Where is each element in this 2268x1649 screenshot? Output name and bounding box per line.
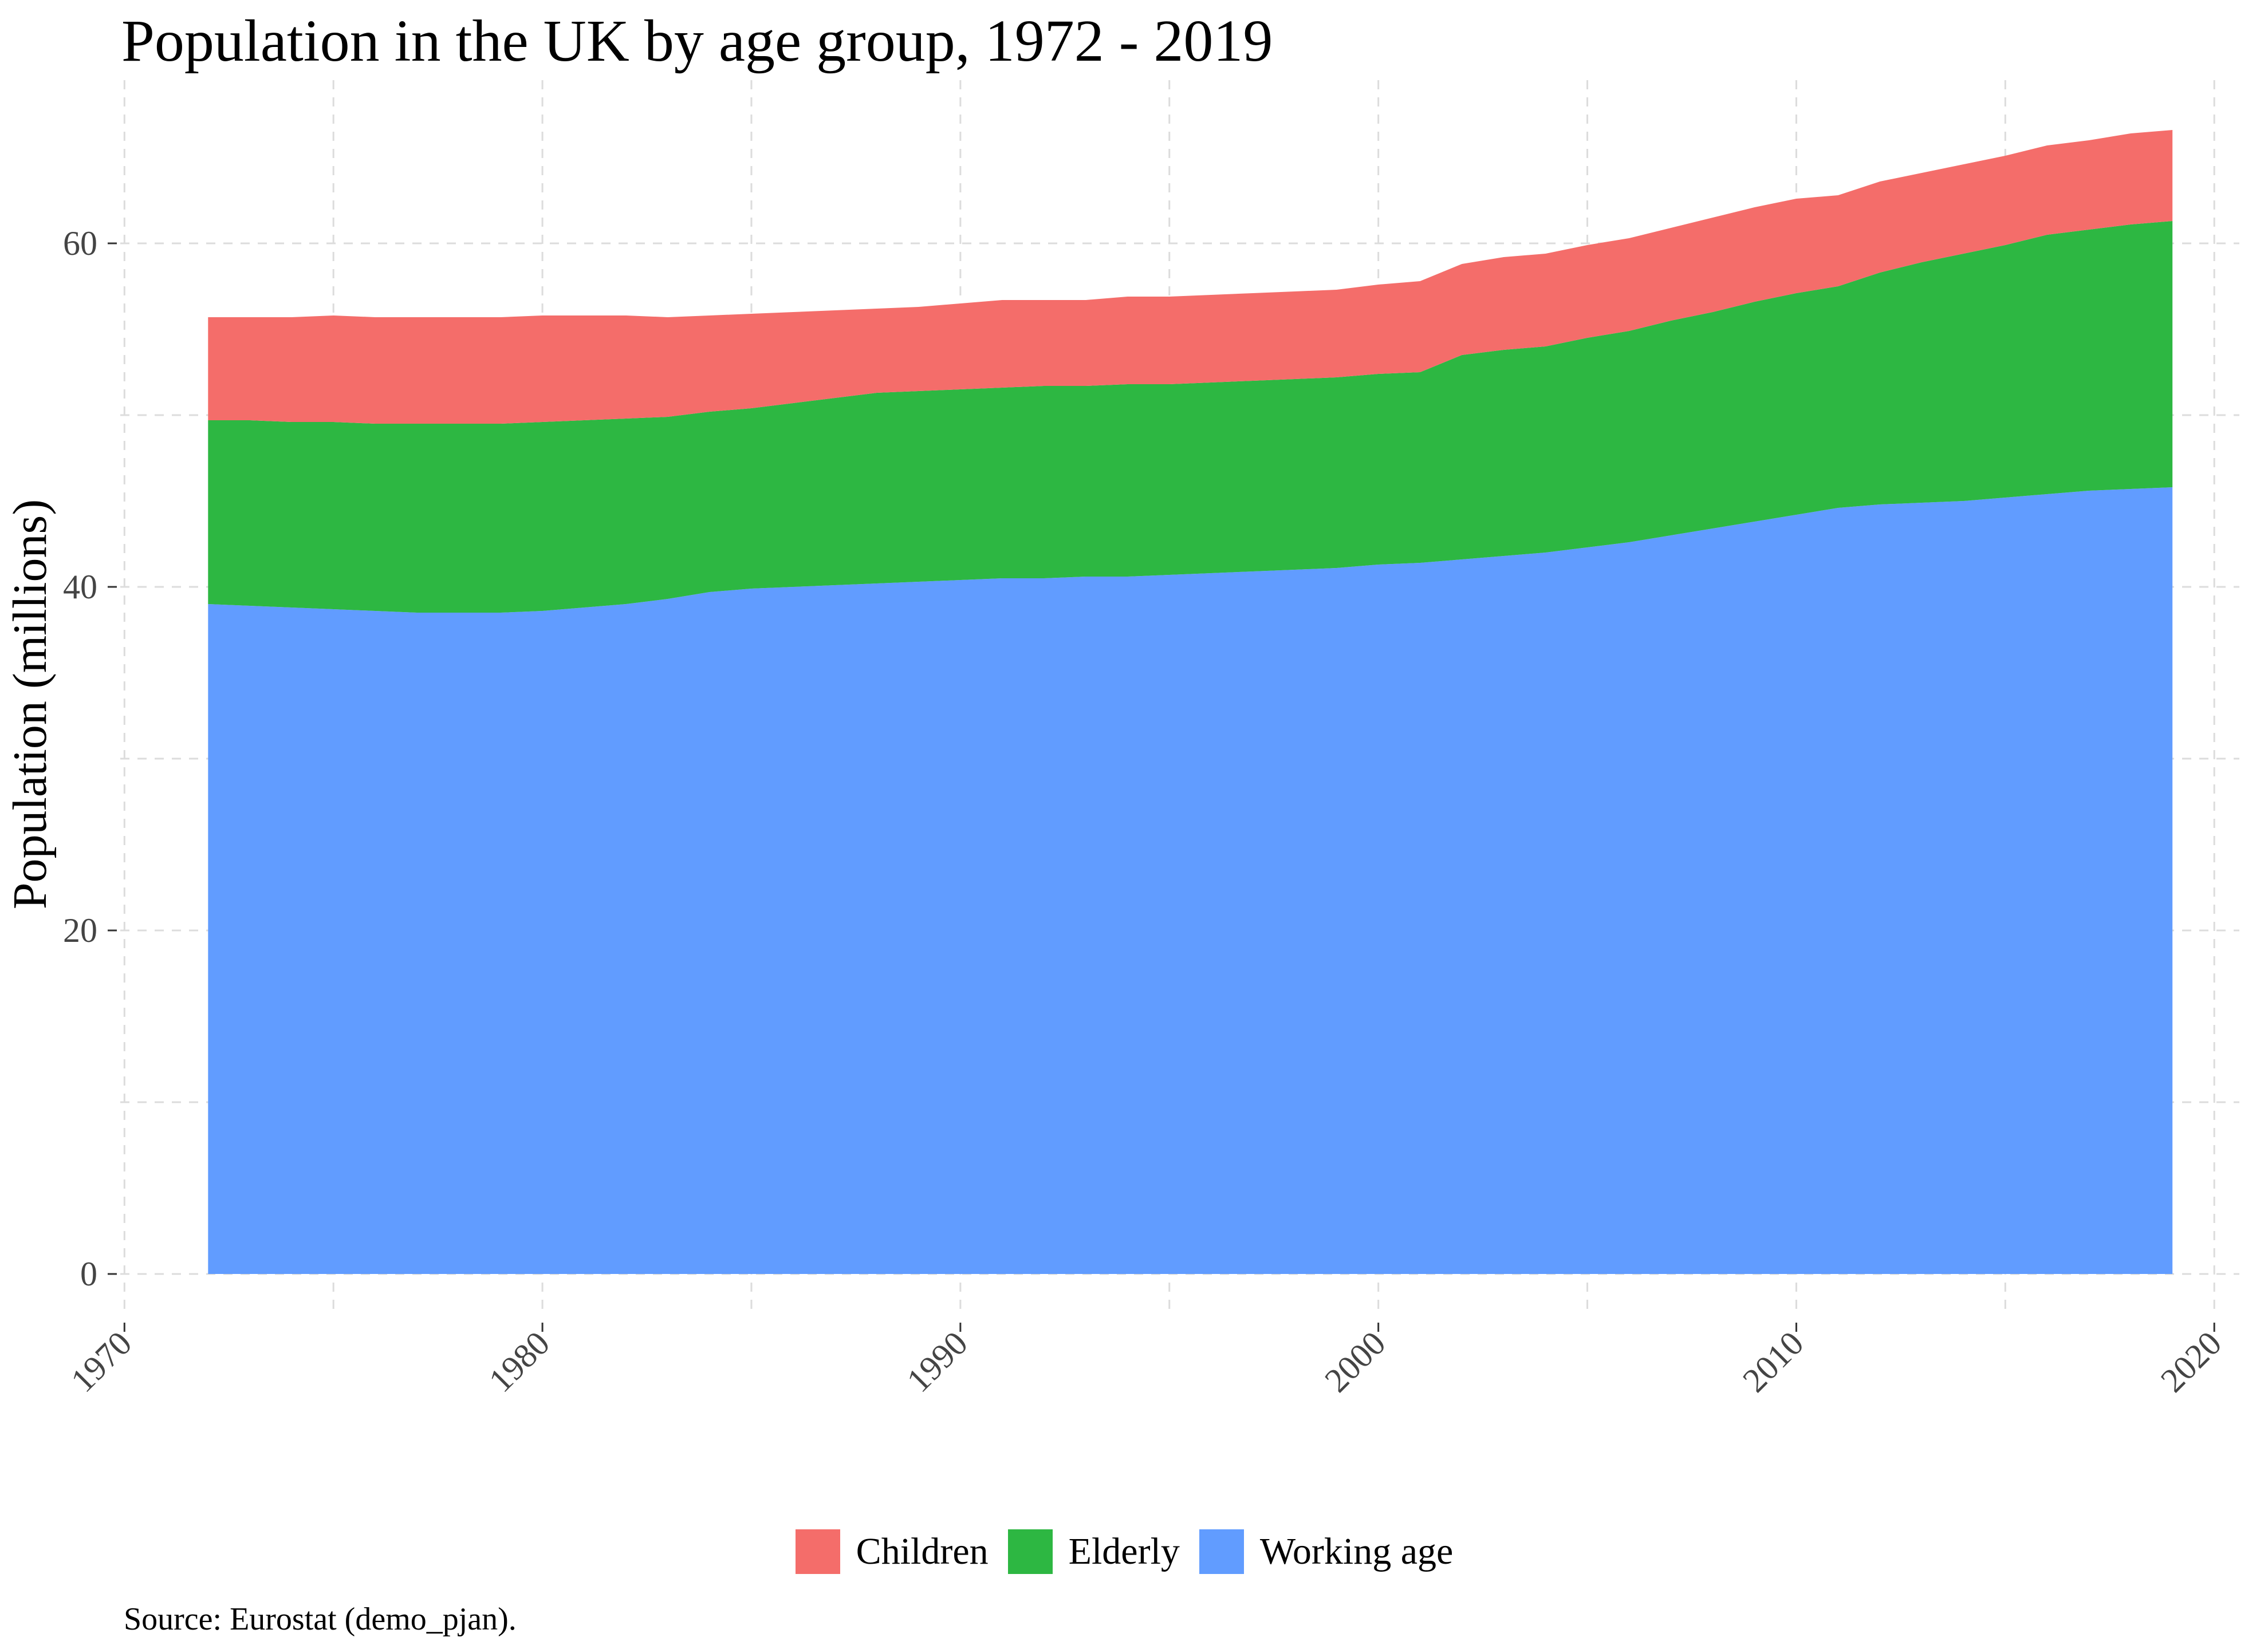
legend: Children Elderly Working age	[0, 1526, 2268, 1577]
source-note: Source: Eurostat (demo_pjan).	[124, 1601, 517, 1637]
area-layer	[208, 130, 2173, 1274]
y-axis-label: Population (millions)	[3, 499, 57, 909]
y-tick-label: 40	[63, 568, 97, 606]
legend-swatch-elderly	[1007, 1529, 1053, 1574]
legend-item-elderly: Elderly	[1007, 1529, 1180, 1574]
legend-label-children: Children	[856, 1530, 989, 1572]
legend-label-elderly: Elderly	[1068, 1530, 1180, 1572]
x-tick-label: 2000	[1317, 1324, 1393, 1400]
x-tick-label: 1990	[900, 1324, 975, 1400]
y-tick-label: 0	[80, 1255, 97, 1293]
legend-swatch-working-age	[1199, 1529, 1244, 1574]
x-tick-label: 2020	[2153, 1324, 2229, 1400]
y-tick-label: 60	[63, 224, 97, 262]
x-tick-label: 1980	[482, 1324, 557, 1400]
legend-label-working-age: Working age	[1259, 1530, 1454, 1572]
y-tick-label: 20	[63, 912, 97, 949]
x-tick-label: 1970	[64, 1324, 139, 1400]
plot-area: 0 20 40 60 1970 1980 1990 2000 2010 2020 Populati…	[3, 80, 2239, 1400]
x-tick-label: 2010	[1735, 1324, 1811, 1400]
legend-item-working-age: Working age	[1199, 1529, 1453, 1574]
legend-item-children: Children	[795, 1529, 989, 1574]
chart-title: Population in the UK by age group, 1972 …	[121, 8, 1273, 74]
area-children	[208, 130, 2173, 424]
area-elderly	[208, 221, 2173, 613]
area-working-age	[208, 487, 2173, 1274]
legend-swatch-children	[795, 1529, 840, 1574]
